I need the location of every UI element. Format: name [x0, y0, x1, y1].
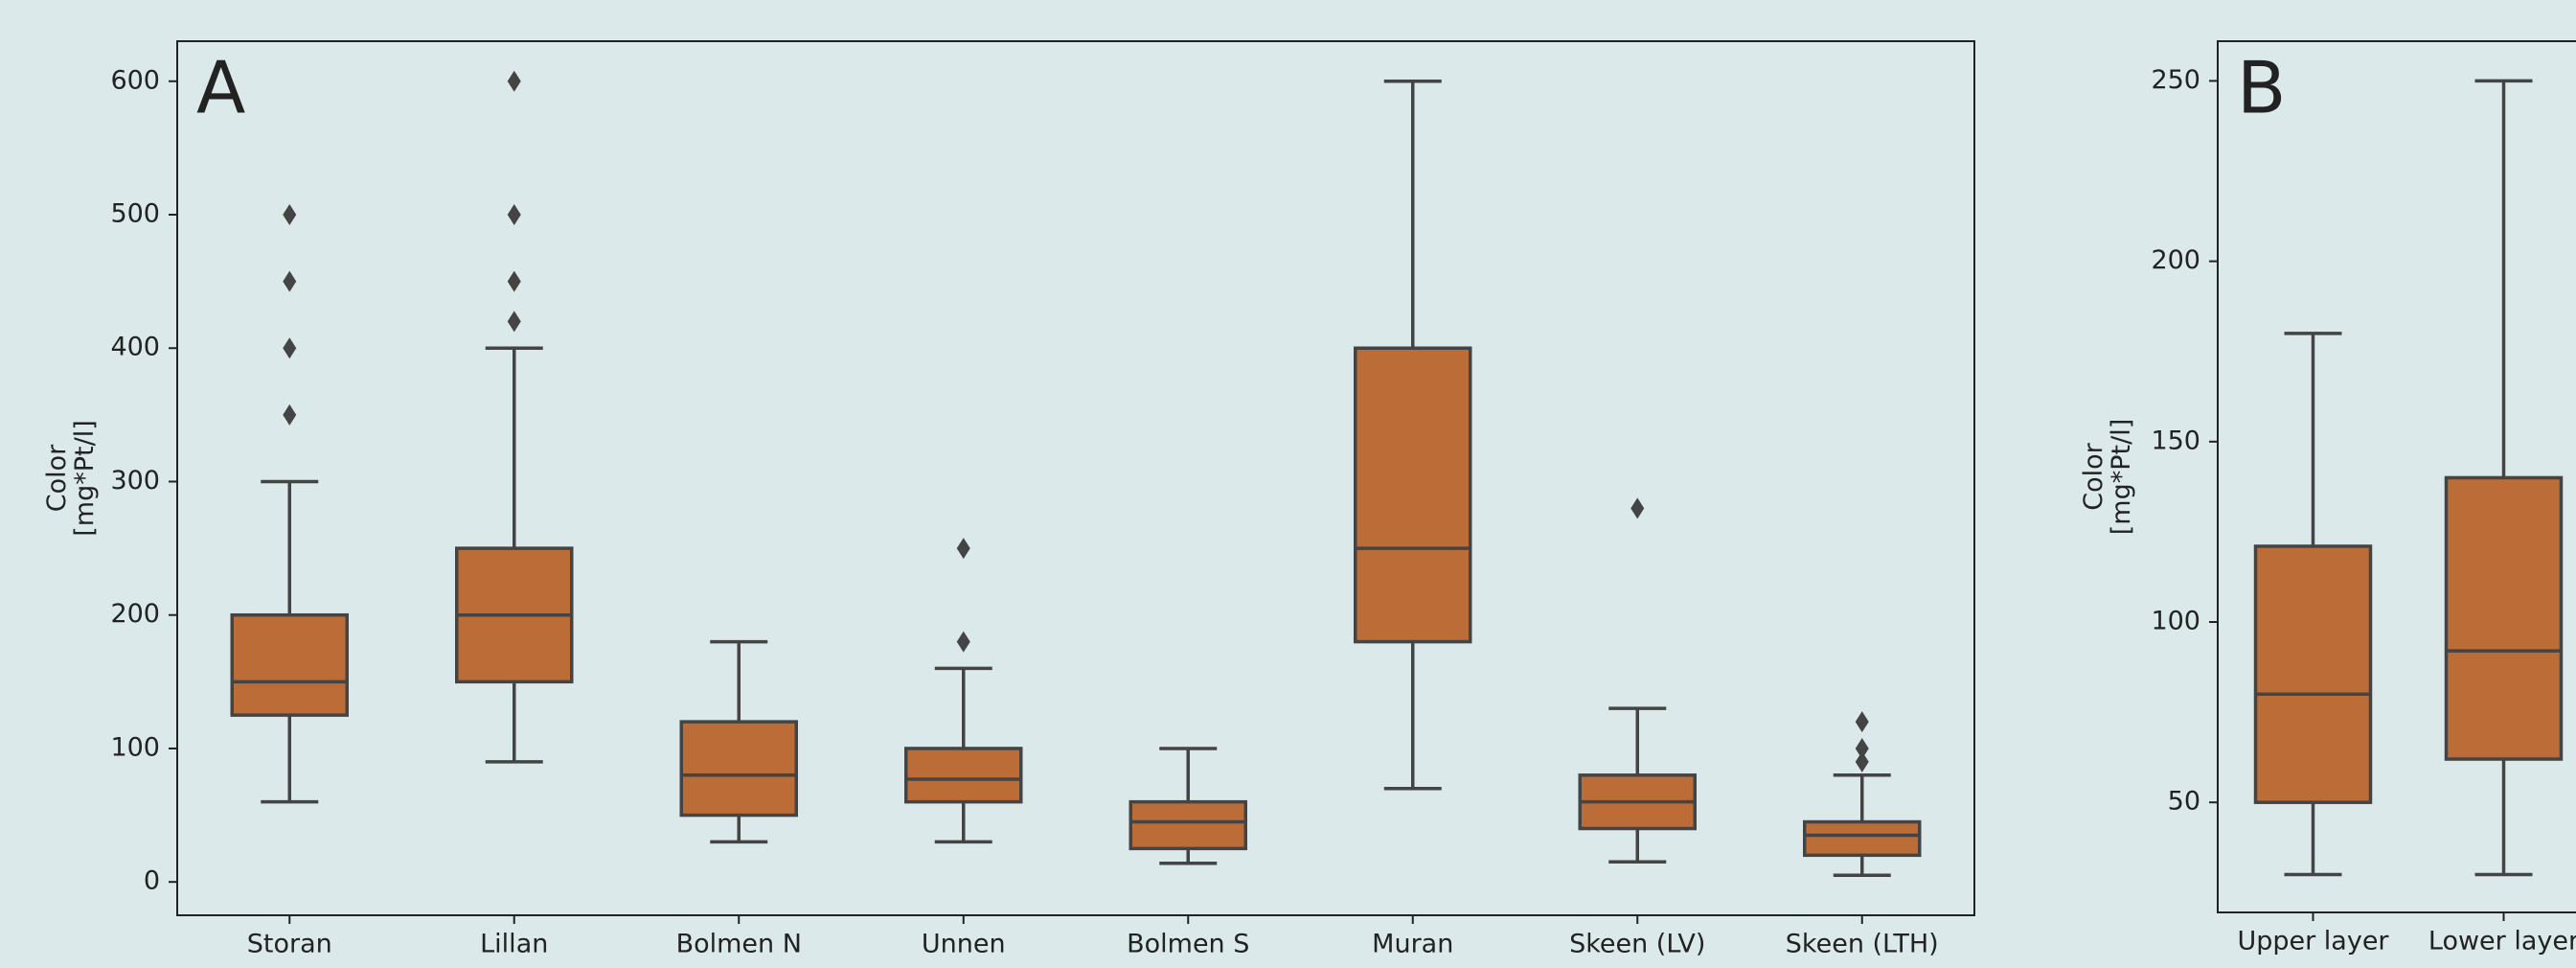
- panel-letter: B: [2237, 46, 2286, 130]
- plot-frame: [176, 40, 1975, 916]
- box: [230, 612, 349, 717]
- y-tick-label: 200: [110, 599, 160, 629]
- x-tick-label: Skeen (LTH): [1786, 930, 1939, 959]
- outlier: [507, 204, 521, 226]
- outlier: [1855, 711, 1869, 733]
- y-tick-label: 500: [110, 199, 160, 229]
- y-tick-label: 0: [144, 866, 160, 896]
- y-tick-label: 400: [110, 333, 160, 362]
- y-axis-label-line: [mg*Pt/l]: [2107, 419, 2136, 535]
- x-tick-label: Muran: [1372, 930, 1453, 959]
- x-tick-label: Skeen (LV): [1569, 930, 1705, 959]
- x-tick-label: Unnen: [922, 930, 1006, 959]
- y-tick-label: 50: [2168, 787, 2200, 817]
- y-axis-label: Color[mg*Pt/l]: [42, 420, 100, 536]
- box: [2253, 544, 2373, 804]
- x-tick-label: Lower layer: [2428, 927, 2576, 956]
- panel-letter: A: [196, 46, 245, 130]
- outlier: [507, 311, 521, 333]
- box: [1354, 346, 1472, 644]
- y-tick-label: 100: [110, 732, 160, 762]
- y-axis-label-line: Color: [42, 444, 72, 512]
- box: [904, 747, 1023, 804]
- outlier: [1630, 497, 1645, 519]
- outlier: [956, 631, 970, 653]
- y-tick-label: 150: [2151, 426, 2200, 455]
- y-axis-label-line: Color: [2079, 442, 2109, 510]
- outlier: [1855, 750, 1869, 772]
- y-tick-label: 250: [2151, 65, 2200, 95]
- box: [2444, 475, 2564, 761]
- outlier: [956, 538, 970, 560]
- outlier: [283, 403, 297, 426]
- outlier: [507, 70, 521, 92]
- y-axis-label: Color[mg*Pt/l]: [2079, 419, 2136, 535]
- box: [1803, 819, 1922, 858]
- y-tick-label: 600: [110, 65, 160, 95]
- y-tick-label: 100: [2151, 607, 2200, 636]
- y-tick-label: 300: [110, 466, 160, 496]
- outlier: [283, 270, 297, 292]
- chart-panel: 0 100 200 300 400 500 600 Color[mg*Pt/l] A Storan…: [42, 40, 1975, 959]
- x-tick-label: Bolmen N: [676, 930, 802, 959]
- box: [1128, 799, 1247, 851]
- x-tick-label: Lillan: [480, 930, 548, 959]
- plot-frame: [2217, 40, 2576, 913]
- y-axis-label-line: [mg*Pt/l]: [70, 420, 100, 536]
- outlier: [283, 204, 297, 226]
- outlier: [507, 270, 521, 292]
- box: [679, 720, 798, 818]
- x-tick-label: Bolmen S: [1127, 930, 1249, 959]
- outlier: [283, 337, 297, 359]
- chart-panel: 50 100 150 200 250 Color[mg*Pt/l] B Upper layer…: [2079, 40, 2576, 956]
- y-tick-label: 200: [2151, 245, 2200, 275]
- x-tick-label: Storan: [247, 930, 332, 959]
- outlier: [1855, 737, 1869, 759]
- x-tick-label: Upper layer: [2237, 927, 2389, 956]
